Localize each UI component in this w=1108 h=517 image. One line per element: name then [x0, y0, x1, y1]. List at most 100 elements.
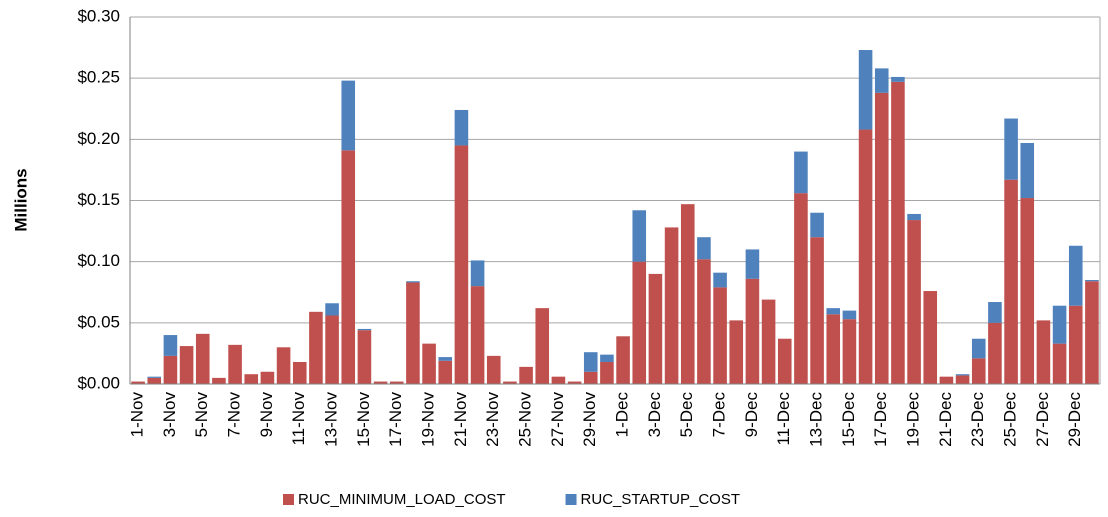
bar-segment: [406, 281, 420, 283]
bar-segment: [1004, 118, 1018, 180]
bar-segment: [454, 109, 469, 146]
bar-segment: [648, 273, 663, 384]
x-tick-label: 5-Dec: [677, 392, 696, 438]
bar-segment: [438, 357, 453, 361]
bar-segment: [503, 381, 517, 384]
bar-segment: [341, 150, 356, 384]
bar-segment: [179, 346, 194, 384]
x-tick-label: 23-Nov: [483, 392, 502, 447]
bar-segment: [147, 376, 162, 378]
x-tick-label: 17-Nov: [386, 392, 405, 447]
bar-segment: [357, 330, 372, 384]
bar-segment: [907, 220, 921, 384]
bar-segment: [583, 371, 598, 384]
bar-segment: [745, 278, 760, 384]
x-tick-label: 17-Dec: [871, 392, 890, 447]
bar-segment: [826, 314, 841, 384]
bar-segment: [826, 308, 841, 315]
legend-swatch: [565, 494, 577, 505]
bar-segment: [325, 303, 339, 316]
x-tick-label: 9-Dec: [742, 392, 761, 438]
y-tick-label: $0.10: [77, 251, 120, 270]
bar-segment: [260, 371, 275, 384]
bar-segment: [955, 375, 970, 384]
legend-swatch: [283, 494, 294, 505]
x-tick-label: 27-Nov: [548, 392, 567, 447]
x-tick-label: 3-Dec: [645, 392, 664, 438]
x-tick-label: 15-Nov: [354, 392, 373, 447]
x-tick-label: 25-Dec: [1001, 392, 1020, 447]
bar-segment: [1085, 281, 1099, 384]
bar-segment: [131, 381, 145, 384]
bar-segment: [341, 80, 356, 151]
y-tick-label: $0.00: [77, 373, 120, 392]
bar-segment: [794, 151, 808, 194]
bar-segment: [907, 213, 921, 221]
bar-segment: [810, 212, 824, 238]
bar-segment: [1004, 179, 1018, 384]
bar-segment: [955, 374, 970, 376]
bar-segment: [470, 286, 485, 384]
bar-segment: [309, 311, 323, 384]
bar-segment: [1068, 305, 1083, 384]
bar-segment: [389, 381, 404, 384]
bar-segment: [373, 381, 388, 384]
x-tick-label: 11-Dec: [774, 392, 793, 446]
x-tick-label: 1-Nov: [128, 392, 147, 438]
bar-segment: [842, 319, 857, 384]
x-tick-label: 19-Dec: [904, 392, 923, 447]
bar-segment: [988, 322, 1002, 384]
bar-segment: [1052, 343, 1067, 384]
bar-segment: [745, 249, 760, 279]
bar-segment: [858, 129, 873, 384]
bar-segment: [1052, 305, 1067, 344]
bar-segment: [325, 315, 339, 384]
bar-segment: [486, 355, 501, 384]
bar-segment: [874, 68, 889, 93]
legend-text: RUC_MINIMUM_LOAD_COST: [298, 491, 506, 508]
x-tick-label: 13-Dec: [807, 392, 826, 447]
x-tick-label: 27-Dec: [1033, 392, 1052, 447]
bar-segment: [858, 50, 873, 130]
bar-segment: [292, 361, 307, 384]
legend-text: RUC_STARTUP_COST: [581, 491, 740, 508]
bar-segment: [212, 377, 226, 384]
bar-segment: [228, 344, 242, 384]
bar-segment: [535, 308, 550, 384]
bar-segment: [600, 361, 614, 384]
x-tick-label: 7-Nov: [225, 392, 244, 438]
bar-segment: [163, 335, 178, 356]
x-tick-label: 19-Nov: [419, 392, 438, 447]
bar-segment: [713, 287, 727, 384]
bar-segment: [147, 377, 162, 384]
bar-segment: [680, 204, 695, 384]
bar-segment: [794, 193, 808, 384]
y-tick-label: $0.25: [77, 68, 120, 87]
bar-segment: [551, 376, 566, 384]
bar-segment: [519, 366, 533, 384]
y-tick-label: $0.05: [77, 312, 120, 331]
bar-segment: [632, 261, 647, 384]
bar-segment: [438, 360, 453, 384]
bar-segment: [163, 355, 178, 384]
bar-segment: [777, 338, 792, 384]
bar-segment: [632, 210, 647, 262]
bar-segment: [761, 299, 776, 384]
x-tick-label: 1-Dec: [613, 392, 632, 438]
bar-segment: [276, 347, 291, 384]
bar-segment: [1036, 320, 1051, 384]
bar-segment: [729, 320, 744, 384]
bar-segment: [244, 374, 259, 384]
bar-segment: [923, 291, 938, 384]
bar-segment: [891, 81, 905, 384]
bar-segment: [971, 358, 986, 384]
bar-segment: [195, 333, 210, 384]
bar-segment: [713, 272, 727, 288]
bar-segment: [583, 352, 598, 372]
x-tick-label: 15-Dec: [839, 392, 858, 447]
bar-segment: [874, 92, 889, 384]
bar-segment: [454, 145, 469, 384]
bar-segment: [406, 282, 420, 384]
bar-segment: [616, 336, 630, 384]
